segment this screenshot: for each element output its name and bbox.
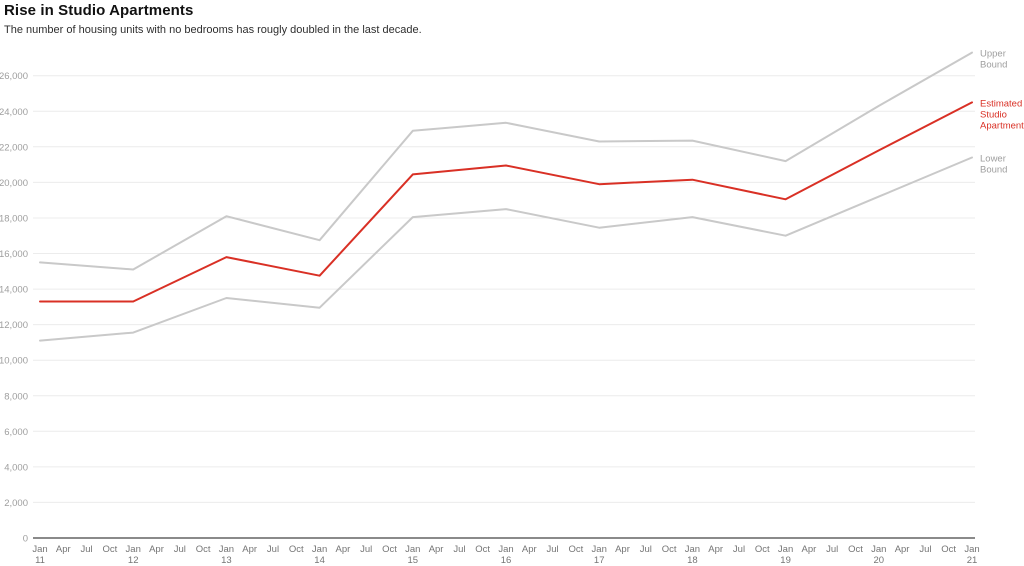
x-tick-month-label: Apr [615,544,630,555]
x-tick-month-label: Jul [360,544,372,555]
y-tick-label: 2,000 [4,498,28,509]
y-tick-label: 6,000 [4,427,28,438]
series-line-estimate [39,101,973,303]
y-tick-label: 26,000 [0,71,28,82]
x-tick-month-label: Oct [196,544,211,555]
x-tick-month-label: Oct [289,544,304,555]
x-tick-year-label: 15 [408,555,419,566]
x-tick-month-label: Oct [569,544,584,555]
x-tick-month-label: Jan [32,544,47,555]
x-tick-year-label: 14 [314,555,325,566]
x-tick-month-label: Jan [592,544,607,555]
y-tick-label: 24,000 [0,107,28,118]
x-tick-month-label: Oct [941,544,956,555]
y-tick-label: 12,000 [0,320,28,331]
x-tick-month-label: Apr [708,544,723,555]
x-tick-month-label: Oct [475,544,490,555]
y-tick-label: 20,000 [0,178,28,189]
x-tick-year-label: 18 [687,555,698,566]
x-tick-month-label: Jul [826,544,838,555]
x-tick-month-label: Jul [640,544,652,555]
y-tick-label: 8,000 [4,391,28,402]
x-tick-month-label: Oct [103,544,118,555]
x-tick-year-label: 17 [594,555,605,566]
x-tick-month-label: Jan [871,544,886,555]
x-tick-month-label: Apr [802,544,817,555]
x-tick-month-label: Jul [919,544,931,555]
legend-label-line: Studio [980,109,1007,120]
x-tick-year-label: 11 [35,555,45,566]
x-tick-month-label: Apr [522,544,537,555]
x-tick-month-label: Apr [895,544,910,555]
y-tick-label: 10,000 [0,356,28,367]
x-tick-month-label: Jan [778,544,793,555]
y-tick-label: 14,000 [0,285,28,296]
x-tick-year-label: 16 [501,555,512,566]
x-tick-year-label: 12 [128,555,139,566]
series-line-upper-bound [39,51,973,271]
legend-label-line: Bound [980,165,1007,176]
x-tick-month-label: Jul [267,544,279,555]
chart-title: Rise in Studio Apartments [4,2,194,19]
x-tick-month-label: Jul [733,544,745,555]
x-tick-month-label: Oct [848,544,863,555]
x-tick-month-label: Oct [755,544,770,555]
x-tick-month-label: Jan [405,544,420,555]
y-tick-label: 16,000 [0,249,28,260]
x-tick-month-label: Jan [219,544,234,555]
x-tick-year-label: 13 [221,555,232,566]
legend-label-line: Bound [980,60,1007,71]
x-tick-month-label: Jul [81,544,93,555]
x-tick-month-label: Apr [56,544,71,555]
legend-label-line: Estimated [980,98,1022,109]
y-tick-label: 4,000 [4,462,28,473]
x-tick-month-label: Apr [336,544,351,555]
x-tick-month-label: Jul [547,544,559,555]
legend-label-line: Lower [980,154,1006,165]
x-tick-month-label: Oct [662,544,677,555]
series-line-lower-bound [39,156,973,342]
y-tick-label: 18,000 [0,214,28,225]
x-tick-year-label: 19 [780,555,791,566]
legend-label-line: Apartments [980,120,1024,131]
x-tick-month-label: Apr [149,544,164,555]
x-tick-month-label: Jan [498,544,513,555]
x-tick-month-label: Apr [429,544,444,555]
x-tick-year-label: 20 [874,555,885,566]
x-tick-month-label: Jan [312,544,327,555]
chart-subtitle: The number of housing units with no bedr… [4,24,422,36]
x-tick-month-label: Jan [126,544,141,555]
x-tick-month-label: Jul [453,544,465,555]
x-tick-month-label: Oct [382,544,397,555]
y-tick-label: 0 [23,534,28,545]
x-tick-month-label: Jul [174,544,186,555]
y-tick-label: 22,000 [0,142,28,153]
x-tick-month-label: Jan [685,544,700,555]
x-tick-year-label: 21 [967,555,978,566]
x-tick-month-label: Apr [242,544,257,555]
legend-label-line: Upper [980,49,1006,60]
x-tick-month-label: Jan [964,544,979,555]
